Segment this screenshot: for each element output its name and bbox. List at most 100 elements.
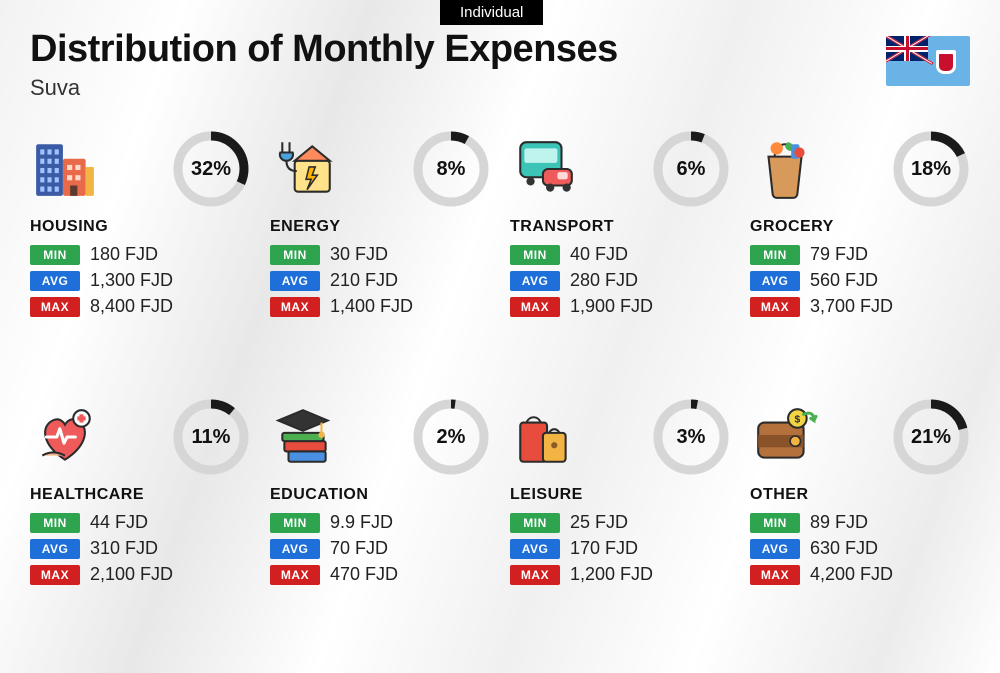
page-subtitle: Suva: [30, 75, 970, 101]
min-badge: MIN: [30, 513, 80, 533]
stat-row-avg: AVG 210 FJD: [270, 270, 490, 291]
avg-value: 210 FJD: [330, 270, 398, 291]
pct-donut-grocery: 18%: [892, 130, 970, 208]
min-badge: MIN: [30, 245, 80, 265]
expense-card-leisure: 3% LEISURE MIN 25 FJD AVG 170 FJD MAX 1,…: [510, 398, 730, 648]
flag-fiji: [886, 36, 970, 86]
category-name: OTHER: [750, 486, 970, 504]
avg-badge: AVG: [750, 271, 800, 291]
stat-row-avg: AVG 170 FJD: [510, 538, 730, 559]
expense-card-other: $ 21% OTHER MIN 89 FJD AVG 630 FJD MAX 4…: [750, 398, 970, 648]
stat-row-max: MAX 8,400 FJD: [30, 296, 250, 317]
avg-value: 170 FJD: [570, 538, 638, 559]
stat-rows: MIN 25 FJD AVG 170 FJD MAX 1,200 FJD: [510, 512, 730, 585]
avg-value: 630 FJD: [810, 538, 878, 559]
avg-value: 1,300 FJD: [90, 270, 173, 291]
min-value: 44 FJD: [90, 512, 148, 533]
stat-rows: MIN 79 FJD AVG 560 FJD MAX 3,700 FJD: [750, 244, 970, 317]
category-name: ENERGY: [270, 218, 490, 236]
max-value: 4,200 FJD: [810, 564, 893, 585]
stat-rows: MIN 180 FJD AVG 1,300 FJD MAX 8,400 FJD: [30, 244, 250, 317]
max-value: 3,700 FJD: [810, 296, 893, 317]
category-name: HEALTHCARE: [30, 486, 250, 504]
stat-rows: MIN 89 FJD AVG 630 FJD MAX 4,200 FJD: [750, 512, 970, 585]
pct-donut-education: 2%: [412, 398, 490, 476]
leisure-icon: [510, 402, 580, 472]
expense-card-transport: 6% TRANSPORT MIN 40 FJD AVG 280 FJD MAX …: [510, 130, 730, 380]
max-badge: MAX: [30, 297, 80, 317]
header: Distribution of Monthly Expenses Suva: [30, 28, 970, 101]
energy-icon: [270, 134, 340, 204]
category-name: GROCERY: [750, 218, 970, 236]
avg-badge: AVG: [510, 271, 560, 291]
avg-badge: AVG: [510, 539, 560, 559]
stat-row-max: MAX 4,200 FJD: [750, 564, 970, 585]
pct-donut-housing: 32%: [172, 130, 250, 208]
min-badge: MIN: [510, 513, 560, 533]
avg-badge: AVG: [750, 539, 800, 559]
min-badge: MIN: [750, 513, 800, 533]
pct-donut-leisure: 3%: [652, 398, 730, 476]
avg-badge: AVG: [30, 271, 80, 291]
max-value: 2,100 FJD: [90, 564, 173, 585]
avg-badge: AVG: [30, 539, 80, 559]
pct-label: 2%: [412, 398, 490, 476]
pct-label: 11%: [172, 398, 250, 476]
min-value: 40 FJD: [570, 244, 628, 265]
max-value: 470 FJD: [330, 564, 398, 585]
pct-label: 21%: [892, 398, 970, 476]
min-value: 89 FJD: [810, 512, 868, 533]
max-badge: MAX: [510, 297, 560, 317]
stat-rows: MIN 30 FJD AVG 210 FJD MAX 1,400 FJD: [270, 244, 490, 317]
buildings-icon: [30, 134, 100, 204]
stat-row-min: MIN 40 FJD: [510, 244, 730, 265]
stat-row-min: MIN 9.9 FJD: [270, 512, 490, 533]
min-value: 180 FJD: [90, 244, 158, 265]
pct-donut-energy: 8%: [412, 130, 490, 208]
avg-badge: AVG: [270, 271, 320, 291]
stat-row-avg: AVG 630 FJD: [750, 538, 970, 559]
stat-rows: MIN 9.9 FJD AVG 70 FJD MAX 470 FJD: [270, 512, 490, 585]
pct-label: 8%: [412, 130, 490, 208]
other-icon: $: [750, 402, 820, 472]
stat-row-max: MAX 2,100 FJD: [30, 564, 250, 585]
avg-value: 310 FJD: [90, 538, 158, 559]
stat-row-avg: AVG 310 FJD: [30, 538, 250, 559]
stat-row-min: MIN 44 FJD: [30, 512, 250, 533]
min-value: 9.9 FJD: [330, 512, 393, 533]
stat-row-min: MIN 25 FJD: [510, 512, 730, 533]
avg-value: 70 FJD: [330, 538, 388, 559]
stat-row-min: MIN 30 FJD: [270, 244, 490, 265]
stat-row-min: MIN 89 FJD: [750, 512, 970, 533]
avg-value: 280 FJD: [570, 270, 638, 291]
stat-row-max: MAX 1,900 FJD: [510, 296, 730, 317]
stat-row-avg: AVG 1,300 FJD: [30, 270, 250, 291]
expense-card-healthcare: 11% HEALTHCARE MIN 44 FJD AVG 310 FJD MA…: [30, 398, 250, 648]
pct-label: 6%: [652, 130, 730, 208]
min-value: 79 FJD: [810, 244, 868, 265]
category-name: LEISURE: [510, 486, 730, 504]
grocery-icon: [750, 134, 820, 204]
max-badge: MAX: [750, 565, 800, 585]
avg-value: 560 FJD: [810, 270, 878, 291]
stat-row-avg: AVG 280 FJD: [510, 270, 730, 291]
pct-donut-healthcare: 11%: [172, 398, 250, 476]
pct-label: 3%: [652, 398, 730, 476]
stat-row-min: MIN 180 FJD: [30, 244, 250, 265]
transport-icon: [510, 134, 580, 204]
min-badge: MIN: [270, 513, 320, 533]
stat-rows: MIN 40 FJD AVG 280 FJD MAX 1,900 FJD: [510, 244, 730, 317]
stat-row-max: MAX 3,700 FJD: [750, 296, 970, 317]
education-icon: [270, 402, 340, 472]
expense-grid: 32% HOUSING MIN 180 FJD AVG 1,300 FJD MA…: [30, 130, 970, 648]
min-value: 25 FJD: [570, 512, 628, 533]
category-name: EDUCATION: [270, 486, 490, 504]
healthcare-icon: [30, 402, 100, 472]
max-value: 8,400 FJD: [90, 296, 173, 317]
max-value: 1,400 FJD: [330, 296, 413, 317]
stat-row-avg: AVG 560 FJD: [750, 270, 970, 291]
stat-row-avg: AVG 70 FJD: [270, 538, 490, 559]
min-badge: MIN: [270, 245, 320, 265]
stat-row-max: MAX 470 FJD: [270, 564, 490, 585]
expense-card-housing: 32% HOUSING MIN 180 FJD AVG 1,300 FJD MA…: [30, 130, 250, 380]
